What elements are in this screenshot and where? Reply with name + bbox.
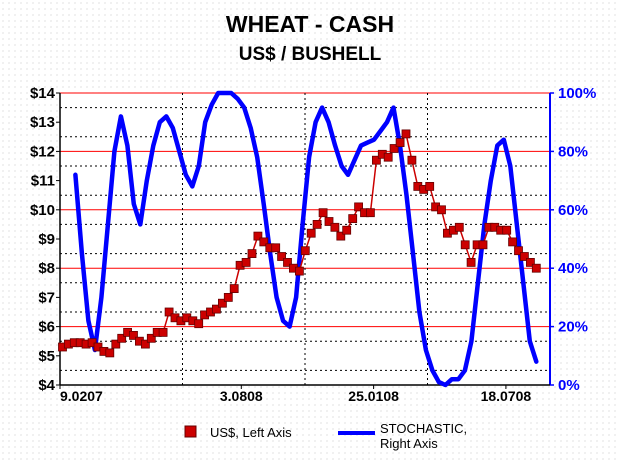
price-point [158,327,168,337]
price-point [253,231,263,241]
chart-title: WHEAT - CASH [226,11,394,37]
price-point [460,240,470,250]
price-point [247,249,257,259]
price-point [336,231,346,241]
price-point [312,219,322,229]
price-point [300,246,310,256]
x-tick-label: 9.0207 [60,388,103,404]
price-point [318,208,328,218]
x-tick-label: 3.0808 [220,388,263,404]
price-point [223,292,233,302]
legend-price-label: US$, Left Axis [210,425,292,440]
price-point [117,333,127,343]
price-point [466,257,476,267]
right-tick-label: 20% [558,319,588,336]
price-point [330,222,340,232]
price-point [140,339,150,349]
price-point [211,304,221,314]
price-point [354,202,364,212]
price-point [389,144,399,153]
x-tick-label: 18.0708 [481,388,532,404]
price-point [259,237,269,247]
left-tick-label: $14 [30,85,56,102]
price-point [306,228,316,238]
left-tick-label: $13 [30,114,55,131]
left-tick-label: $12 [30,143,55,160]
price-point [502,225,512,235]
price-point [229,284,239,294]
right-tick-label: 0% [558,377,580,394]
right-tick-label: 80% [558,143,588,160]
left-tick-label: $11 [31,173,55,190]
series-layer [58,90,541,388]
legend-stochastic-label-2: Right Axis [380,436,438,451]
price-point [105,348,115,358]
price-point [217,298,227,308]
left-tick-label: $4 [38,377,55,394]
stochastic-line [73,90,539,388]
right-tick-label: 100% [558,85,596,102]
price-point [425,181,435,191]
left-tick-label: $6 [38,319,55,336]
price-point [508,237,518,247]
price-point [294,266,304,276]
chart-subtitle: US$ / BUSHELL [239,44,382,65]
right-tick-label: 40% [558,260,588,277]
axes: $4 $5 $6 $7 $8 $9 $10 $11 $12 $13 $14 0% 20% 40% 60% 80… [30,85,596,404]
price-point [146,333,156,343]
left-tick-label: $7 [38,289,55,306]
price-point [111,339,121,349]
price-point [478,240,488,250]
left-tick-label: $5 [38,348,55,365]
price-point [531,263,541,273]
price-point [454,222,464,232]
price-point [241,257,251,267]
left-tick-label: $9 [38,231,55,248]
price-point [324,217,334,226]
price-point [348,214,358,224]
price-point [342,225,352,235]
legend: US$, Left Axis STOCHASTIC, Right Axis [184,421,467,451]
left-tick-label: $10 [30,202,55,219]
price-point [526,257,535,267]
price-point [164,307,174,317]
price-point [407,155,417,165]
price-point [365,208,375,218]
price-point [395,138,405,148]
price-point [383,152,393,162]
legend-price-marker [184,425,197,438]
price-point [129,330,138,340]
price-point [271,243,281,253]
price-point [283,257,292,267]
legend-stochastic-label-1: STOCHASTIC, [380,421,467,436]
price-point [520,252,529,261]
price-point [437,205,446,215]
left-tick-label: $8 [38,260,55,277]
price-point [401,129,411,139]
right-tick-label: 60% [558,202,588,219]
price-point [514,246,523,256]
price-point [371,155,381,165]
x-tick-label: 25.0108 [348,388,399,404]
price-point [194,319,204,329]
price-point [277,252,287,261]
grid [60,92,550,386]
